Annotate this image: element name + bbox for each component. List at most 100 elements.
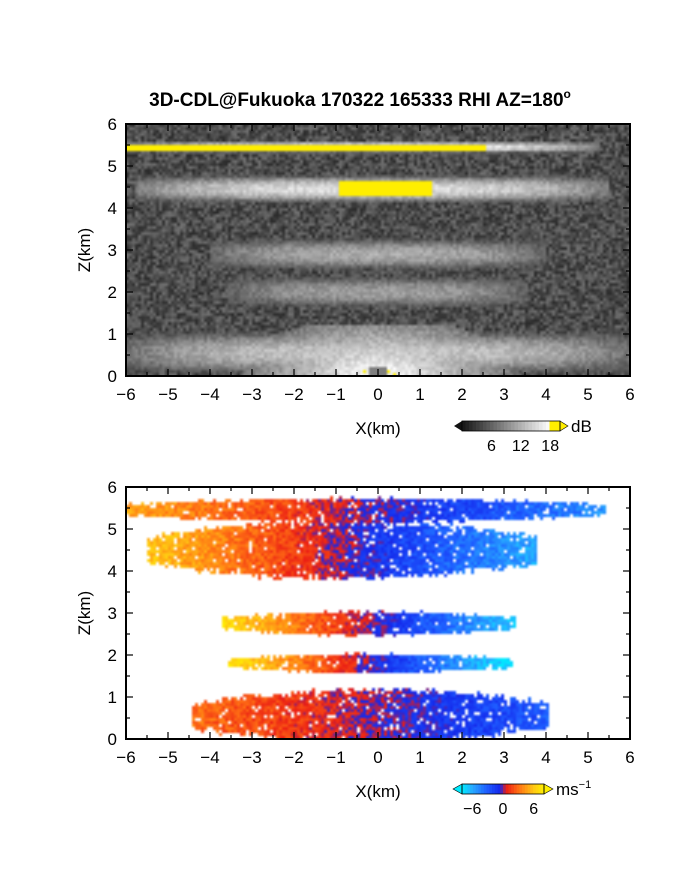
colorbar-swatch [497,784,501,794]
velocity-x-tick-label: 1 [415,748,424,767]
velocity-y-tick-label: 0 [108,730,117,749]
colorbar-swatch [528,421,533,431]
colorbar-tick-label: 6 [487,438,496,455]
colorbar-swatch [533,784,537,794]
backscatter-colorbar: 6 12 18 dB [454,417,592,455]
colorbar-swatch [541,784,545,794]
colorbar-swatch [486,421,491,431]
title-degree-sup: o [564,87,571,101]
colorbar-swatch [481,784,485,794]
velocity-axes: −6 −5 −4 −3 −2 −1 0 1 2 3 4 5 6 0 1 2 3 4 5 6 [108,478,635,767]
colorbar-swatch [476,421,481,431]
colorbar-swatch [493,421,498,431]
colorbar-swatch [497,421,502,431]
backscatter-y-tick-label: 4 [108,199,117,218]
colorbar-swatch [483,421,488,431]
colorbar-swatch [538,784,542,794]
colorbar-max-arrow [559,420,569,432]
colorbar-swatch [518,421,523,431]
velocity-x-tick-label: −4 [200,748,219,767]
colorbar-swatch [530,784,534,794]
velocity-x-tick-label: 3 [499,748,508,767]
colorbar-tick-label: 18 [541,438,559,455]
backscatter-xlabel: X(km) [355,419,400,438]
backscatter-x-tick-label: 2 [457,385,466,404]
title-text: 3D-CDL@Fukuoka 170322 165333 RHI AZ=180 [149,90,563,111]
colorbar-swatch [519,784,523,794]
backscatter-x-tick-label: −5 [158,385,177,404]
backscatter-x-tick-label: −6 [116,385,135,404]
colorbar-swatch [524,784,529,794]
colorbar-tick-label: 12 [512,438,530,455]
velocity-y-tick-label: 5 [108,520,117,539]
colorbar-unit: dB [571,417,592,436]
colorbar-swatch [539,421,544,431]
colorbar-swatch [542,421,547,431]
colorbar-swatch [511,421,516,431]
colorbar-swatch [465,421,470,431]
backscatter-axes: −6 −5 −4 −3 −2 −1 0 1 2 3 4 5 6 0 1 2 3 4 5 6 [108,115,635,404]
colorbar-tick-label: 0 [499,801,508,818]
velocity-x-tick-label: −3 [242,748,261,767]
colorbar-swatch [556,421,561,431]
colorbar-swatch [464,784,469,794]
colorbar-unit: ms−1 [556,779,591,799]
backscatter-x-tick-label: 4 [541,385,550,404]
colorbar-swatch [500,784,504,794]
colorbar-frame [461,783,545,795]
colorbar-swatch [486,784,490,794]
velocity-y-tick-label: 3 [108,604,117,623]
backscatter-x-tick-label: 3 [499,385,508,404]
backscatter-image [126,124,630,376]
colorbar-swatch [511,784,515,794]
colorbar-frame [461,420,561,432]
colorbar-swatch [490,421,495,431]
colorbar-swatch [469,421,474,431]
velocity-x-tick-label: 6 [625,748,634,767]
velocity-x-tick-label: 5 [583,748,592,767]
velocity-ylabel: Z(km) [75,591,94,635]
velocity-xlabel: X(km) [355,782,400,801]
colorbar-swatch [470,784,474,794]
colorbar-swatch [525,421,530,431]
backscatter-y-tick-label: 3 [108,241,117,260]
colorbar-swatch [503,784,507,794]
figure-title: 3D-CDL@Fukuoka 170322 165333 RHI AZ=180o [149,87,571,111]
colorbar-swatch [472,421,477,431]
backscatter-x-tick-label: −4 [200,385,219,404]
backscatter-x-tick-label: 5 [583,385,592,404]
colorbar-swatch [478,784,482,794]
velocity-x-tick-label: −2 [284,748,303,767]
velocity-y-tick-label: 4 [108,562,117,581]
colorbar-swatch [504,421,509,431]
colorbar-swatch [505,784,510,794]
velocity-panel: −6 −5 −4 −3 −2 −1 0 1 2 3 4 5 6 0 1 2 3 4 5 6 X(km) Z(km) −… [75,478,635,818]
colorbar-swatch [479,421,484,431]
colorbar-swatch [535,784,540,794]
colorbar-swatch [532,421,537,431]
velocity-y-tick-label: 6 [108,478,117,497]
velocity-x-tick-label: 2 [457,748,466,767]
colorbar-min-arrow [452,783,463,795]
colorbar-swatch [507,421,512,431]
colorbar-swatch [527,784,531,794]
colorbar-swatch [492,784,496,794]
colorbar-min-arrow [454,421,462,431]
colorbar-tick-label: −6 [463,801,481,818]
backscatter-x-tick-label: 1 [415,385,424,404]
colorbar-swatch [553,421,558,431]
colorbar-swatch [483,784,488,794]
colorbar-swatch [513,784,518,794]
colorbar-swatch [494,784,499,794]
backscatter-x-tick-label: −3 [242,385,261,404]
colorbar-swatch [516,784,520,794]
colorbar-swatch [546,421,551,431]
velocity-image [126,487,630,739]
velocity-colorbar: −6 0 6 ms−1 [452,779,591,818]
backscatter-y-tick-label: 5 [108,157,117,176]
colorbar-swatch [462,784,466,794]
colorbar-swatch [475,784,479,794]
backscatter-x-tick-label: 0 [373,385,382,404]
velocity-y-tick-label: 2 [108,646,117,665]
